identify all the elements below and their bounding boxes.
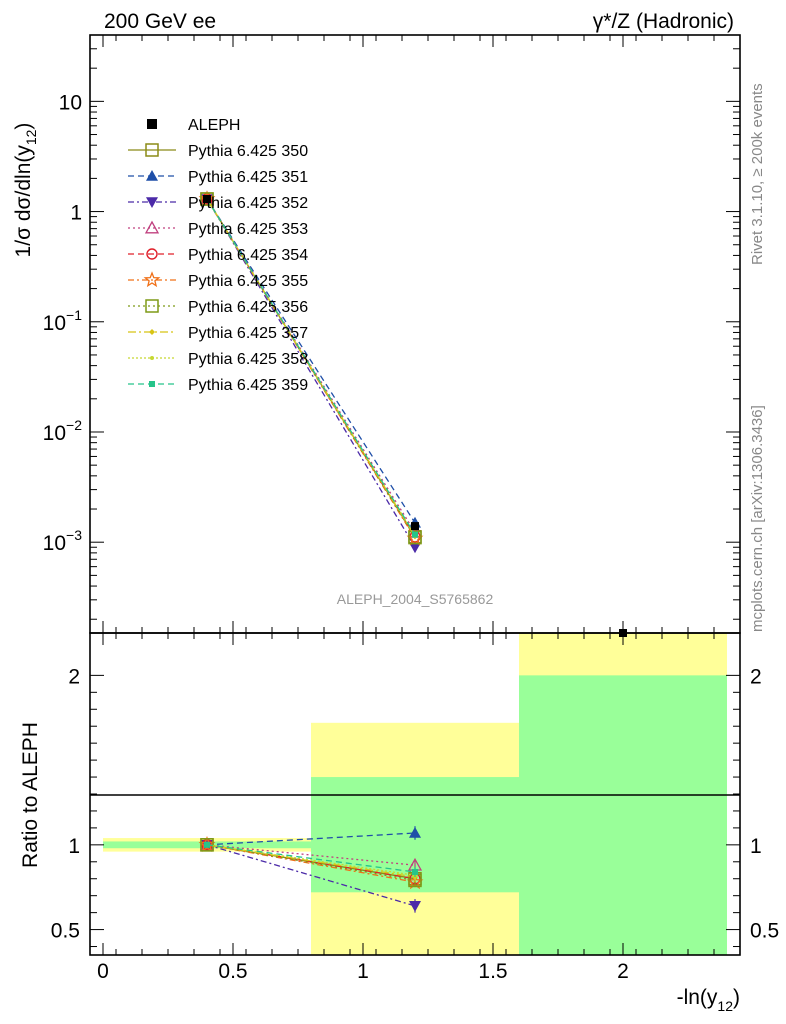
energy-label: 200 GeV ee xyxy=(104,10,216,33)
ratio-point-9-0 xyxy=(204,841,210,848)
legend-label-4: Pythia 6.425 354 xyxy=(188,247,308,264)
legend-marker-7 xyxy=(149,329,155,335)
y-tick-base-0: 10 xyxy=(59,91,82,114)
y-tick-exp-4: −3 xyxy=(66,527,82,543)
ratio-line-2 xyxy=(206,844,416,907)
legend-marker-8 xyxy=(150,356,154,360)
rivet-label: Rivet 3.1.10, ≥ 200k events xyxy=(749,83,766,265)
process-label: γ*/Z (Hadronic) xyxy=(593,10,734,33)
y-axis-title-tail: ) xyxy=(12,123,35,130)
x-tick-label-0: 0 xyxy=(97,960,109,983)
y-tick-label-4: 10−3 xyxy=(43,527,83,555)
legend-label-9: Pythia 6.425 359 xyxy=(188,377,308,394)
main-point-5-1 xyxy=(406,529,424,546)
mcplots-label: mcplots.cern.ch [arXiv:1306.3436] xyxy=(749,405,766,632)
legend-marker-6 xyxy=(145,299,159,313)
ratio-point-9-1 xyxy=(412,868,418,875)
legend-marker-9 xyxy=(149,381,155,387)
x-axis-title-sub: 12 xyxy=(717,998,733,1014)
analysis-tag: ALEPH_2004_S5765862 xyxy=(337,591,494,607)
ratio-y-tick-label-right-2: 2 xyxy=(750,665,762,688)
y-tick-base-3: 10 xyxy=(43,422,66,445)
x-tick-label-4: 2 xyxy=(617,960,629,983)
legend-label-3: Pythia 6.425 353 xyxy=(188,221,308,238)
ratio-series-layer xyxy=(198,826,424,913)
main-point-6-1 xyxy=(408,530,422,545)
main-line-9 xyxy=(206,198,416,536)
ratio-line-7 xyxy=(206,844,416,878)
main-line-1 xyxy=(206,198,416,524)
legend-marker-1 xyxy=(146,170,158,181)
y-tick-exp-3: −2 xyxy=(66,417,82,433)
ratio-point-6-0 xyxy=(200,838,214,852)
ratio-y-axis-title: Ratio to ALEPH xyxy=(19,722,42,868)
y-tick-base-1: 1 xyxy=(70,202,82,225)
ratio-y-tick-label-1: 1 xyxy=(68,835,80,858)
legend-label-6: Pythia 6.425 356 xyxy=(188,299,308,316)
legend-label-aleph: ALEPH xyxy=(188,117,240,134)
x-axis-title-tail: ) xyxy=(733,986,740,1009)
ratio-point-1-1 xyxy=(409,826,421,838)
main-line-2 xyxy=(206,198,416,548)
legend-marker-4 xyxy=(146,248,158,260)
y-axis-title-main: 1/σ dσ/dln(y xyxy=(12,145,35,258)
main-point-6-0 xyxy=(200,192,214,206)
main-series-layer xyxy=(198,190,627,637)
ratio-y-tick-label-right-1: 1 xyxy=(750,835,762,858)
main-point-2-1 xyxy=(409,542,421,554)
legend-label-0: Pythia 6.425 350 xyxy=(188,143,308,160)
y-tick-label-0: 10 xyxy=(59,91,82,114)
legend-marker-0 xyxy=(145,143,159,157)
legend-label-5: Pythia 6.425 355 xyxy=(188,273,308,290)
legend-marker-2 xyxy=(146,197,158,208)
legend: ALEPH Pythia 6.425 350 Pythia 6.425 351 Pyt… xyxy=(128,117,308,394)
ratio-line-8 xyxy=(206,844,416,876)
main-point-9-1 xyxy=(412,531,418,538)
legend-marker-aleph xyxy=(147,119,157,129)
axis-ticks xyxy=(89,34,740,955)
legend-label-8: Pythia 6.425 358 xyxy=(188,351,308,368)
y-tick-label-3: 10−2 xyxy=(43,417,83,445)
x-axis-title: -ln(y12) xyxy=(677,986,740,1014)
ratio-y-tick-label-0: 0.5 xyxy=(51,920,80,943)
legend-marker-3 xyxy=(144,220,160,234)
y-tick-label-2: 10−1 xyxy=(43,307,83,335)
y-tick-label-1: 1 xyxy=(70,202,82,225)
x-tick-label-2: 1 xyxy=(357,960,369,983)
ratio-uncertainty-bands xyxy=(103,633,727,955)
x-axis-title-main: -ln(y xyxy=(677,986,718,1009)
main-line-7 xyxy=(206,198,416,537)
y-axis-title: 1/σ dσ/dln(y12) xyxy=(12,123,39,258)
y-tick-exp-2: −1 xyxy=(66,307,82,323)
x-tick-label-1: 0.5 xyxy=(218,960,247,983)
y-tick-base-4: 10 xyxy=(43,532,66,555)
aleph-point-0 xyxy=(203,195,211,204)
ratio-point-2-1 xyxy=(409,901,421,912)
legend-marker-5 xyxy=(143,271,161,288)
ratio-line-1 xyxy=(206,832,416,846)
legend-label-7: Pythia 6.425 357 xyxy=(188,325,308,342)
legend-label-2: Pythia 6.425 352 xyxy=(188,195,308,212)
ratio-line-9 xyxy=(206,844,416,873)
y-tick-base-2: 10 xyxy=(43,312,66,335)
legend-label-1: Pythia 6.425 351 xyxy=(188,169,308,186)
ratio-y-tick-label-2: 2 xyxy=(68,665,80,688)
aleph-point-1 xyxy=(411,522,419,531)
y-axis-title-sub: 12 xyxy=(23,129,39,145)
band-inner-2 xyxy=(519,675,727,955)
ratio-y-tick-label-right-0: 0.5 xyxy=(750,920,779,943)
x-tick-label-3: 1.5 xyxy=(478,960,507,983)
